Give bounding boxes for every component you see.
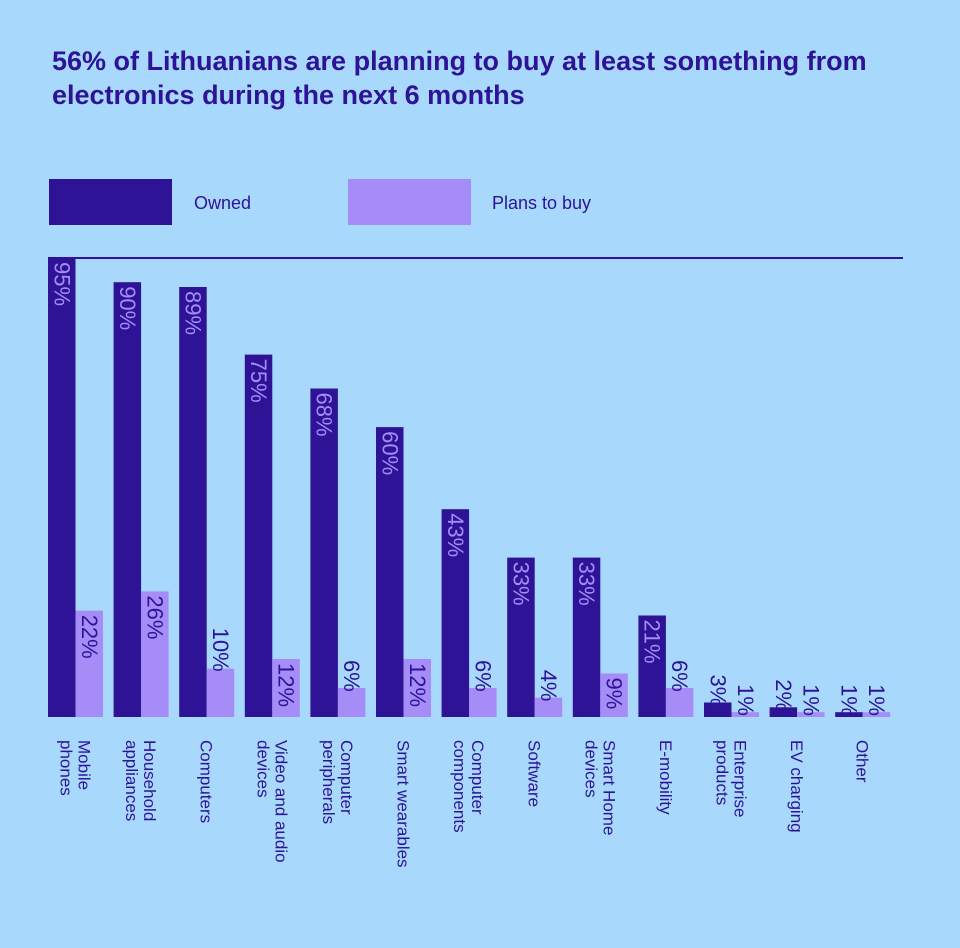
chart-title: 56% of Lithuanians are planning to buy a…	[52, 46, 867, 110]
category-label-line: phones	[57, 740, 76, 796]
bar-plans-6	[403, 659, 431, 717]
category-label-line: devices	[253, 740, 272, 798]
value-label-owned-5: 68%	[312, 393, 337, 437]
bar-owned-12	[769, 707, 798, 717]
category-label-2: Householdappliances	[122, 740, 159, 821]
bars-layer: 95% 22% 90% 26% 89% 10% 75% 12% 68% 6% 60% 12% 43% 6%…	[48, 258, 891, 717]
value-label-plans-4: 12%	[274, 663, 299, 707]
bar-plans-4	[272, 659, 300, 717]
bar-owned-7	[441, 509, 470, 717]
category-label-line: Enterprise	[731, 740, 750, 817]
bar-owned-5	[310, 388, 338, 717]
category-label-line: Mobile	[75, 740, 94, 790]
bar-plans-3	[206, 668, 235, 717]
value-label-plans-1: 22%	[77, 615, 102, 659]
bar-plans-10	[665, 688, 694, 717]
category-label-10: E-mobility	[656, 740, 675, 815]
value-label-plans-11: 1%	[733, 684, 758, 716]
category-label-line: Other	[853, 740, 872, 783]
bar-owned-6	[376, 427, 404, 717]
category-label-line: appliances	[122, 740, 141, 821]
category-label-line: EV charging	[787, 740, 806, 833]
legend: Owned Plans to buy	[49, 179, 591, 225]
legend-label-1: Owned	[194, 193, 251, 213]
value-label-plans-5: 6%	[339, 660, 364, 692]
value-label-plans-6: 12%	[405, 663, 430, 707]
category-label-line: devices	[581, 740, 600, 798]
bar-plans-2	[141, 591, 169, 717]
category-label-8: Software	[525, 740, 544, 807]
bar-owned-3	[179, 287, 207, 717]
value-label-owned-1: 95%	[49, 262, 74, 306]
value-label-plans-13: 1%	[864, 684, 889, 716]
legend-label-2: Plans to buy	[492, 193, 591, 213]
value-label-owned-12: 2%	[771, 679, 796, 711]
category-label-line: Software	[525, 740, 544, 807]
category-label-line: Smart wearables	[394, 740, 413, 868]
value-label-owned-6: 60%	[377, 431, 402, 475]
category-label-1: Mobilephones	[57, 740, 94, 796]
bar-plans-8	[534, 697, 563, 717]
value-label-owned-4: 75%	[246, 359, 271, 403]
value-label-owned-8: 33%	[508, 562, 533, 606]
category-label-5: Computerperipherals	[319, 740, 356, 824]
value-label-owned-7: 43%	[443, 513, 468, 557]
category-label-line: Smart Home	[599, 740, 618, 835]
category-label-4: Video and audiodevices	[253, 740, 290, 863]
bar-plans-12	[797, 712, 825, 717]
category-label-line: Household	[140, 740, 159, 821]
bar-owned-9	[572, 557, 601, 717]
category-label-line: Computer	[468, 740, 487, 815]
value-label-plans-9: 9%	[602, 678, 627, 710]
bar-owned-10	[638, 615, 666, 717]
value-label-plans-12: 1%	[798, 684, 823, 716]
bar-owned-4	[244, 354, 273, 717]
value-label-plans-2: 26%	[142, 595, 167, 639]
category-label-9: Smart Homedevices	[581, 740, 618, 835]
bar-plans-13	[862, 712, 891, 717]
bar-owned-11	[704, 702, 732, 717]
value-label-plans-3: 10%	[208, 628, 233, 672]
value-label-plans-8: 4%	[536, 670, 561, 702]
value-label-owned-11: 3%	[705, 675, 730, 707]
value-label-owned-10: 21%	[640, 620, 665, 664]
value-label-plans-7: 6%	[470, 660, 495, 692]
value-label-owned-9: 33%	[574, 562, 599, 606]
category-label-7: Computercomponents	[450, 740, 487, 833]
value-label-plans-10: 6%	[667, 660, 692, 692]
category-label-line: Computer	[337, 740, 356, 815]
bar-owned-8	[507, 557, 535, 717]
category-label-6: Smart wearables	[394, 740, 413, 868]
category-label-line: Computers	[197, 740, 216, 823]
value-label-owned-13: 1%	[836, 684, 861, 716]
category-label-3: Computers	[197, 740, 216, 823]
bar-owned-13	[835, 712, 863, 717]
category-label-line: components	[450, 740, 469, 833]
value-label-owned-2: 90%	[115, 286, 140, 330]
category-label-line: products	[713, 740, 732, 805]
bar-plans-11	[731, 712, 759, 717]
category-label-11: Enterpriseproducts	[713, 740, 750, 817]
category-label-13: Other	[853, 740, 872, 783]
bar-plans-1	[75, 610, 103, 717]
category-label-12: EV charging	[787, 740, 806, 833]
x-axis-labels: Mobilephones Householdappliances Computers…	[57, 740, 872, 868]
bar-owned-1	[48, 258, 76, 717]
category-label-line: Video and audio	[271, 740, 290, 863]
legend-swatch-2	[348, 179, 471, 225]
bar-plans-9	[600, 673, 628, 717]
category-label-line: peripherals	[319, 740, 338, 824]
category-label-line: E-mobility	[656, 740, 675, 815]
value-label-owned-3: 89%	[180, 291, 205, 335]
bar-plans-5	[337, 688, 366, 717]
bar-plans-7	[469, 688, 497, 717]
bar-owned-2	[113, 282, 142, 717]
legend-swatch-1	[49, 179, 172, 225]
